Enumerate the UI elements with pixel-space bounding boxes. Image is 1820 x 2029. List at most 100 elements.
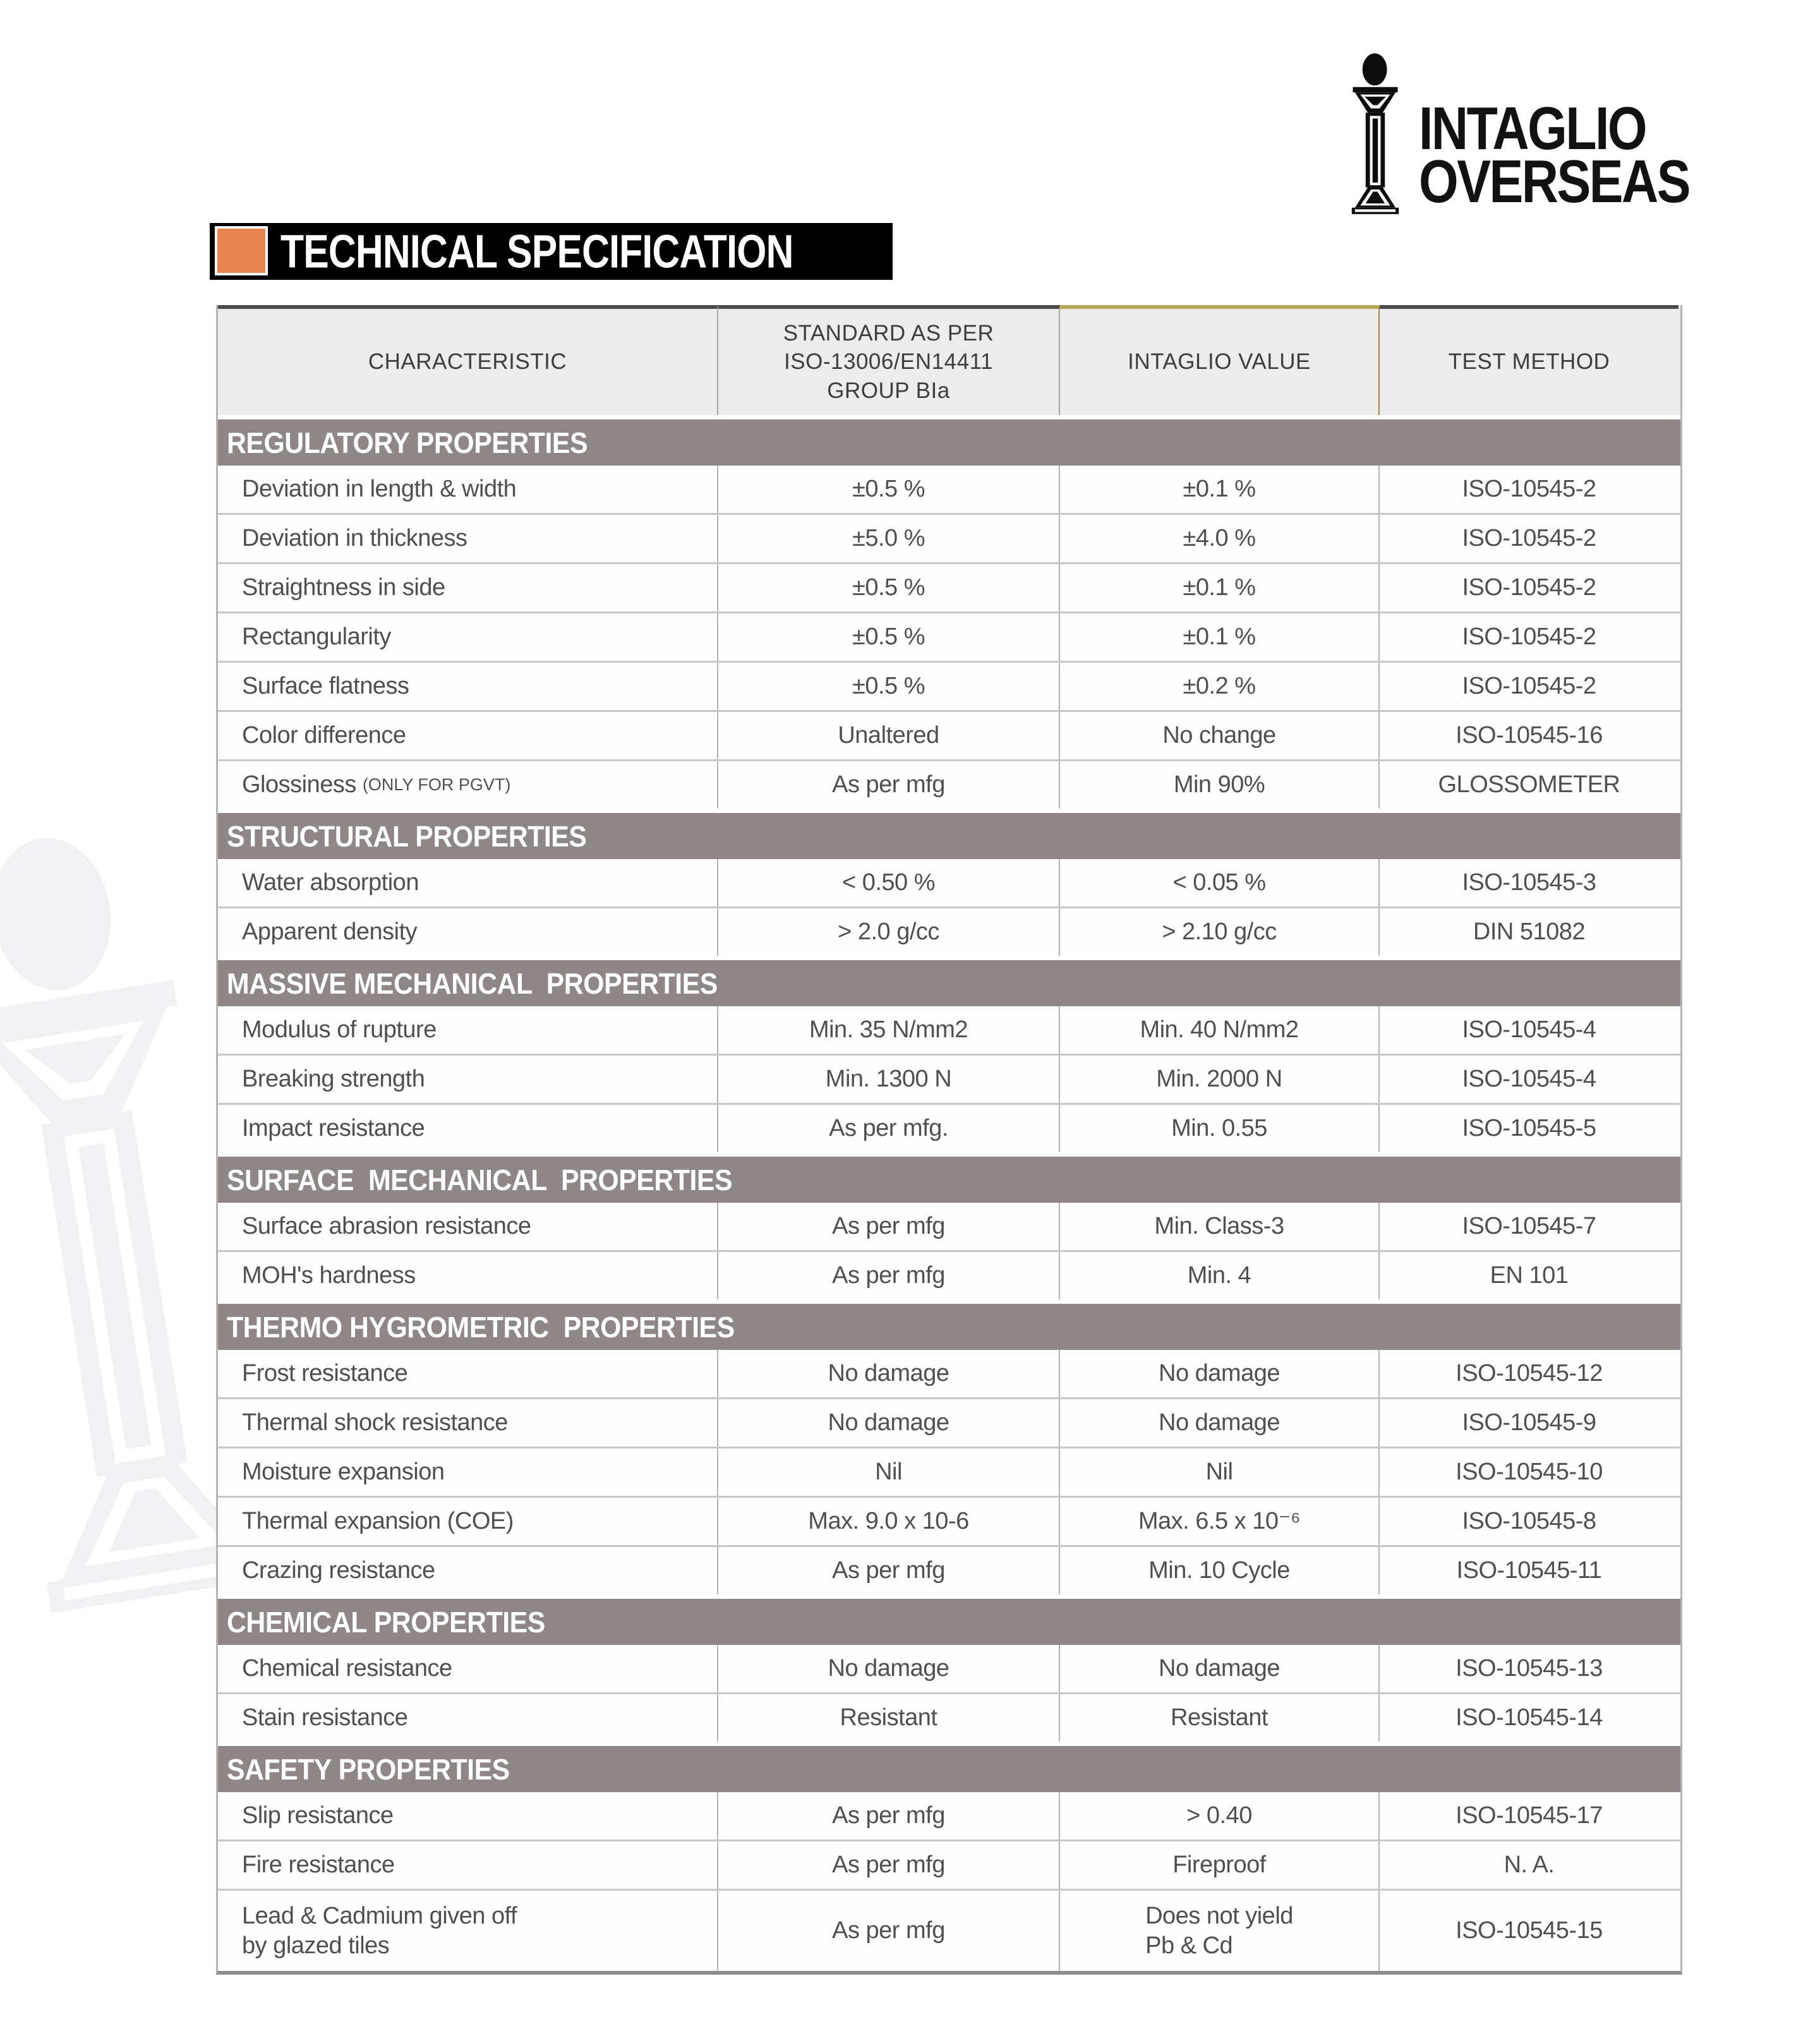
cell-value-text: Min. Class-3 — [1154, 1213, 1284, 1240]
table-row: Rectangularity ±0.5 % ±0.1 % ISO-10545-2 — [218, 611, 1680, 661]
cell-characteristic: Slip resistance — [218, 1792, 718, 1839]
table-row: Fire resistance As per mfg Fireproof N. A. — [218, 1839, 1680, 1889]
cell-standard: As per mfg — [718, 1841, 1060, 1889]
cell-method-text: ISO-10545-15 — [1455, 1917, 1603, 1944]
cell-standard: Min. 1300 N — [718, 1056, 1060, 1103]
section-header: MASSIVE MECHANICAL PROPERTIES — [218, 960, 1680, 1006]
cell-standard: No damage — [718, 1645, 1060, 1692]
cell-value-text: > 2.10 g/cc — [1162, 918, 1277, 946]
cell-value: Min. 40 N/mm2 — [1060, 1006, 1380, 1054]
cell-characteristic: Lead & Cadmium given off by glazed tiles — [218, 1891, 718, 1971]
characteristic-text: Moisture expansion — [242, 1459, 445, 1486]
cell-method-text: EN 101 — [1490, 1262, 1569, 1289]
cell-method-text: ISO-10545-14 — [1455, 1704, 1603, 1731]
cell-method-text: ISO-10545-4 — [1462, 1066, 1596, 1093]
cell-value: No change — [1060, 712, 1380, 759]
table-row: Glossiness (ONLY FOR PGVT) As per mfg Min 9… — [218, 759, 1680, 809]
cell-standard: As per mfg — [718, 761, 1060, 809]
cell-characteristic: Water absorption — [218, 859, 718, 906]
cell-characteristic: Deviation in thickness — [218, 515, 718, 562]
cell-value: Min. Class-3 — [1060, 1203, 1380, 1250]
cell-value: Max. 6.5 x 10⁻⁶ — [1060, 1498, 1380, 1545]
cell-value-text: Fireproof — [1172, 1851, 1266, 1879]
cell-characteristic: Surface abrasion resistance — [218, 1203, 718, 1250]
title-accent-square — [215, 226, 268, 275]
cell-value-text: Min. 10 Cycle — [1148, 1557, 1290, 1584]
section-title: SURFACE MECHANICAL PROPERTIES — [227, 1163, 733, 1196]
cell-characteristic: Surface flatness — [218, 663, 718, 710]
cell-characteristic: Crazing resistance — [218, 1547, 718, 1594]
cell-characteristic: Frost resistance — [218, 1350, 718, 1397]
table-row: Chemical resistance No damage No damage ISO… — [218, 1645, 1680, 1692]
characteristic-text: Breaking strength — [242, 1066, 425, 1093]
section-rows: Chemical resistance No damage No damage ISO… — [218, 1645, 1680, 1742]
cell-value: Min. 2000 N — [1060, 1056, 1380, 1103]
cell-value-text: Does not yield Pb & Cd — [1145, 1903, 1293, 1959]
cell-value-text: No damage — [1159, 1409, 1280, 1436]
column-pillar-icon — [1351, 53, 1399, 214]
cell-value-text: > 0.40 — [1186, 1802, 1252, 1829]
cell-method-text: GLOSSOMETER — [1438, 771, 1621, 798]
characteristic-text: Rectangularity — [242, 623, 391, 651]
cell-method: ISO-10545-14 — [1380, 1694, 1678, 1742]
characteristic-note: (ONLY FOR PGVT) — [362, 775, 511, 795]
title-bar: TECHNICAL SPECIFICATION — [210, 223, 893, 280]
cell-method-text: ISO-10545-2 — [1462, 673, 1596, 700]
section-header: SURFACE MECHANICAL PROPERTIES — [218, 1157, 1680, 1203]
cell-method: ISO-10545-2 — [1380, 466, 1678, 513]
cell-value: < 0.05 % — [1060, 859, 1380, 906]
cell-standard: Resistant — [718, 1694, 1060, 1742]
cell-method: ISO-10545-16 — [1380, 712, 1678, 759]
cell-standard: Nil — [718, 1448, 1060, 1496]
cell-standard-text: Max. 9.0 x 10-6 — [808, 1508, 969, 1535]
table-row: Slip resistance As per mfg > 0.40 ISO-10545… — [218, 1792, 1680, 1839]
cell-standard: No damage — [718, 1350, 1060, 1397]
cell-value: ±0.1 % — [1060, 564, 1380, 611]
characteristic-text: Stain resistance — [242, 1704, 408, 1731]
table-row: Stain resistance Resistant Resistant ISO-10… — [218, 1692, 1680, 1742]
section-header: REGULATORY PROPERTIES — [218, 419, 1680, 466]
characteristic-text: MOH's hardness — [242, 1262, 416, 1289]
cell-characteristic: Apparent density — [218, 908, 718, 956]
cell-standard-text: ±0.5 % — [852, 673, 925, 700]
section-rows: Modulus of rupture Min. 35 N/mm2 Min. 40 N… — [218, 1006, 1680, 1152]
cell-characteristic: Fire resistance — [218, 1841, 718, 1889]
cell-standard-text: As per mfg. — [829, 1115, 948, 1142]
cell-value-text: Min. 40 N/mm2 — [1140, 1016, 1299, 1044]
characteristic-text: Straightness in side — [242, 574, 445, 601]
cell-standard-text: No damage — [828, 1409, 949, 1436]
cell-method-text: ISO-10545-10 — [1455, 1459, 1603, 1486]
characteristic-text: Slip resistance — [242, 1802, 394, 1829]
section-rows: Slip resistance As per mfg > 0.40 ISO-10545… — [218, 1792, 1680, 1971]
cell-standard: ±5.0 % — [718, 515, 1060, 562]
cell-standard-text: No damage — [828, 1360, 949, 1387]
section-title: THERMO HYGROMETRIC PROPERTIES — [227, 1310, 735, 1344]
cell-standard-text: As per mfg — [832, 771, 945, 798]
cell-method: ISO-10545-4 — [1380, 1006, 1678, 1054]
cell-characteristic: Stain resistance — [218, 1694, 718, 1742]
cell-value: Does not yield Pb & Cd — [1060, 1891, 1380, 1971]
header-cell-test-method: TEST METHOD — [1380, 305, 1678, 415]
cell-standard-text: ±0.5 % — [852, 623, 925, 651]
cell-value-text: ±4.0 % — [1183, 525, 1256, 552]
cell-standard: Unaltered — [718, 712, 1060, 759]
cell-characteristic: MOH's hardness — [218, 1252, 718, 1299]
cell-method-text: ISO-10545-17 — [1455, 1802, 1603, 1829]
section-title: CHEMICAL PROPERTIES — [227, 1605, 545, 1639]
cell-standard-text: As per mfg — [832, 1802, 945, 1829]
table-row: Impact resistance As per mfg. Min. 0.55 ISO… — [218, 1103, 1680, 1152]
cell-value-text: No change — [1162, 722, 1276, 749]
cell-method-text: ISO-10545-12 — [1455, 1360, 1603, 1387]
characteristic-text: Color difference — [242, 722, 406, 749]
cell-value: ±0.1 % — [1060, 466, 1380, 513]
table-row: Frost resistance No damage No damage ISO-10… — [218, 1350, 1680, 1397]
spec-table: CHARACTERISTIC STANDARD AS PER ISO-13006… — [216, 305, 1682, 1975]
cell-value: No damage — [1060, 1399, 1380, 1447]
cell-method: ISO-10545-4 — [1380, 1056, 1678, 1103]
cell-characteristic: Glossiness (ONLY FOR PGVT) — [218, 761, 718, 809]
cell-standard-text: Min. 1300 N — [825, 1066, 952, 1093]
characteristic-text: Thermal expansion (COE) — [242, 1508, 514, 1535]
cell-value-text: Max. 6.5 x 10⁻⁶ — [1138, 1508, 1301, 1535]
cell-method: N. A. — [1380, 1841, 1678, 1889]
